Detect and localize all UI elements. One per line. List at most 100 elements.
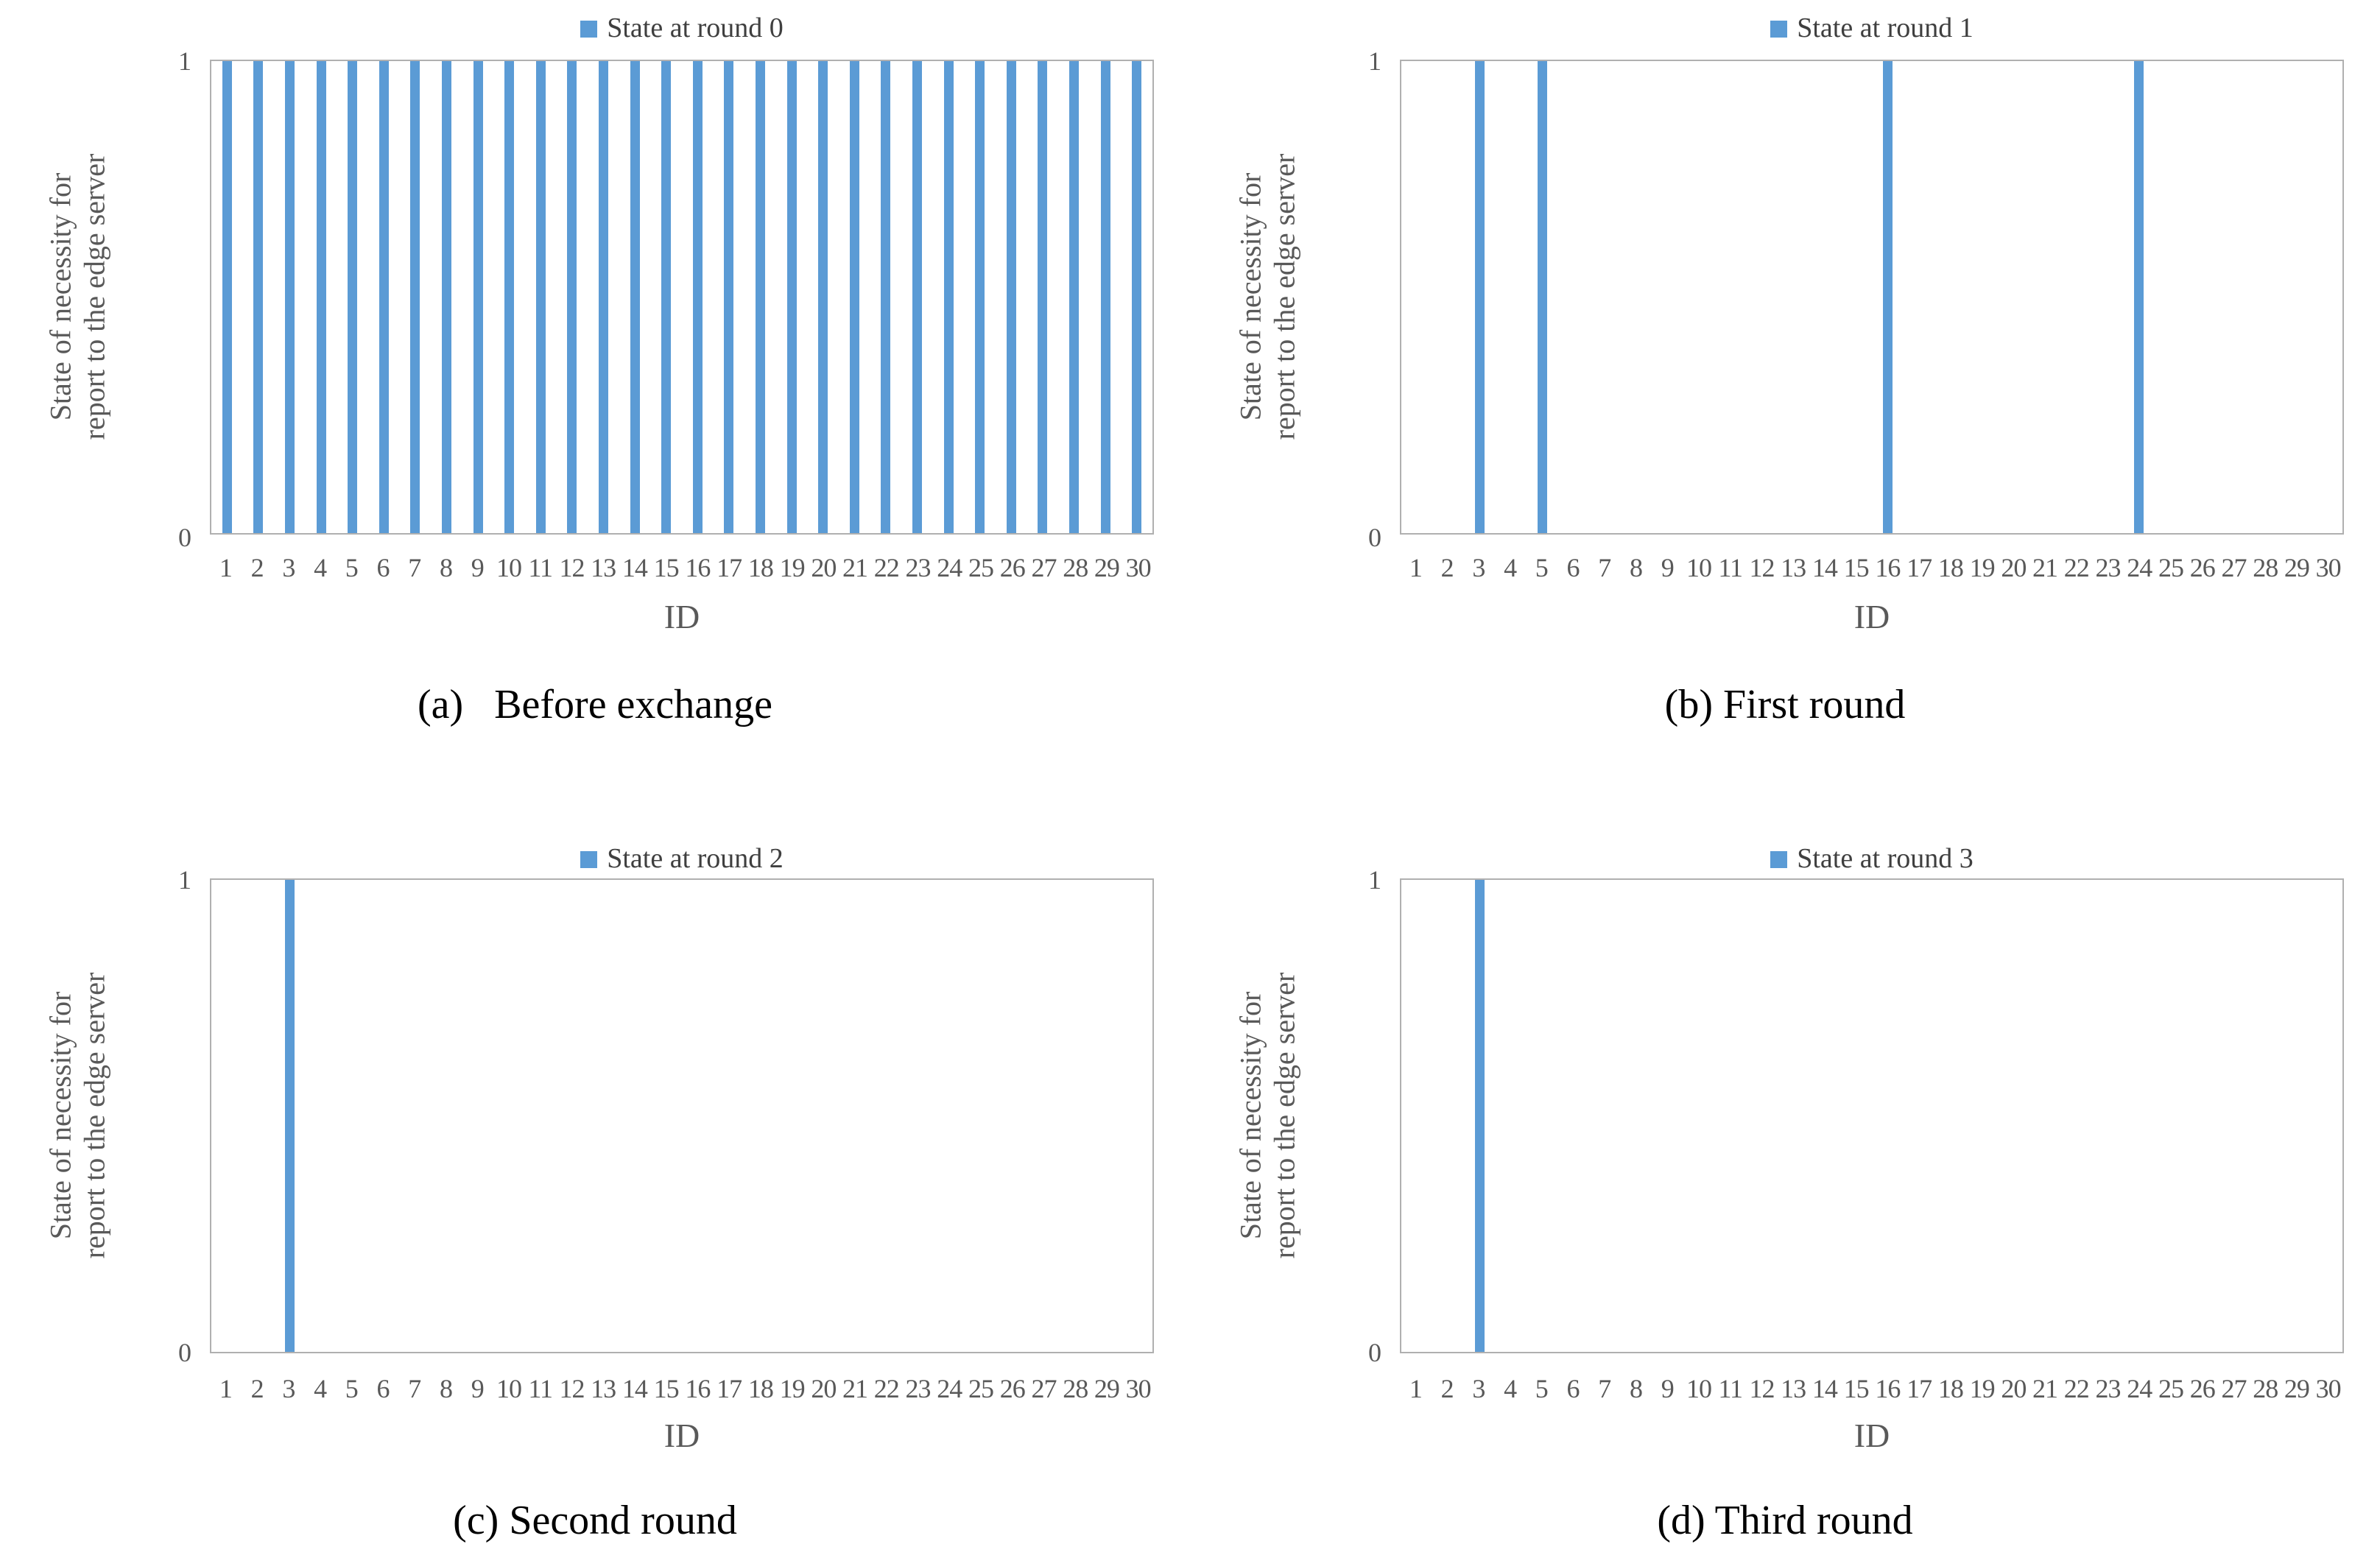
- x-tick-label: 29: [2284, 1374, 2310, 1403]
- x-tick-label: 22: [873, 553, 900, 582]
- x-tick-label: 26: [2189, 553, 2216, 582]
- bar-id-26: [1006, 61, 1016, 533]
- x-tick-label: 19: [779, 553, 806, 582]
- bar-id-11: [535, 61, 546, 533]
- x-tick-label: 6: [1566, 553, 1580, 582]
- x-tick-label: 5: [1535, 1374, 1549, 1403]
- x-tick-label: 5: [1535, 553, 1549, 582]
- y-tick-label-min: 0: [178, 1338, 191, 1367]
- x-tick-label: 24: [2127, 553, 2152, 582]
- x-tick-label: 30: [1125, 553, 1152, 582]
- x-tick-label: 7: [408, 553, 421, 582]
- x-tick-label: 9: [1661, 553, 1675, 582]
- x-tick-label: 20: [811, 553, 837, 582]
- bar-id-2: [253, 61, 264, 533]
- y-axis-title-line1: State of necessity for: [43, 172, 77, 421]
- x-tick-label: 14: [622, 553, 648, 582]
- x-tick-labels: 1 2 3 4 5 6 7 8 9 10 11 12 13 14 15 16 17 18 19 20 21 22 23 24 2…: [1400, 552, 2344, 583]
- x-tick-label: 18: [1937, 553, 1964, 582]
- x-tick-label: 11: [1718, 553, 1743, 582]
- x-tick-labels: 1 2 3 4 5 6 7 8 9 10 11 12 13 14 15 16 17 18 19 20 21 22 23 24 2…: [210, 552, 1154, 583]
- x-tick-label: 27: [1031, 1374, 1057, 1403]
- y-tick-label-min: 0: [1368, 1338, 1381, 1367]
- x-tick-label: 19: [1969, 1374, 1996, 1403]
- legend-label: State at round 3: [1797, 843, 1974, 874]
- bar-id-24: [2133, 61, 2144, 533]
- x-tick-label: 29: [1094, 553, 1120, 582]
- x-tick-label: 30: [2315, 1374, 2342, 1403]
- x-tick-label: 25: [968, 553, 994, 582]
- x-tick-label: 4: [1504, 1374, 1517, 1403]
- x-tick-label: 10: [496, 553, 522, 582]
- bar-id-3: [1475, 61, 1485, 533]
- legend: State at round 3: [1400, 842, 2344, 875]
- x-tick-label: 12: [559, 1374, 585, 1403]
- x-tick-label: 4: [314, 553, 327, 582]
- bars-container: [211, 61, 1152, 533]
- x-tick-label: 9: [1661, 1374, 1675, 1403]
- y-axis-title: State of necessity for report to the edg…: [44, 60, 112, 535]
- x-tick-label: 4: [314, 1374, 327, 1403]
- x-tick-label: 14: [1812, 1374, 1838, 1403]
- x-tick-label: 20: [2001, 1374, 2027, 1403]
- bar-id-18: [756, 61, 765, 533]
- x-tick-label: 11: [1718, 1374, 1743, 1403]
- x-tick-label: 11: [528, 1374, 553, 1403]
- x-tick-label: 17: [717, 1374, 742, 1403]
- legend: State at round 2: [210, 842, 1154, 875]
- y-axis-title-line2: report to the edge server: [1267, 153, 1301, 440]
- x-tick-label: 21: [842, 553, 868, 582]
- bar-id-3: [1475, 880, 1485, 1352]
- x-tick-label: 28: [2253, 1374, 2278, 1403]
- bar-id-17: [724, 61, 734, 533]
- x-tick-label: 28: [2253, 553, 2278, 582]
- x-tick-label: 15: [653, 553, 680, 582]
- x-tick-label: 17: [717, 553, 742, 582]
- x-tick-label: 1: [1409, 553, 1423, 582]
- x-axis-title: ID: [663, 1417, 700, 1454]
- bar-id-16: [692, 61, 703, 533]
- chart-panel-c: State at round 2 State of necessity for …: [0, 779, 1190, 1558]
- x-tick-label: 27: [1031, 553, 1057, 582]
- panel-caption: (a) Before exchange: [418, 682, 772, 727]
- x-tick-label: 16: [685, 1374, 711, 1403]
- bar-id-29: [1100, 61, 1110, 533]
- x-tick-label: 5: [345, 1374, 359, 1403]
- x-tick-label: 24: [937, 1374, 962, 1403]
- y-axis-title-line2: report to the edge server: [1267, 972, 1301, 1259]
- x-tick-label: 3: [1472, 553, 1485, 582]
- bar-id-8: [442, 61, 451, 533]
- x-tick-label: 17: [1907, 1374, 1932, 1403]
- x-tick-label: 13: [591, 553, 616, 582]
- bar-id-6: [379, 61, 389, 533]
- x-tick-label: 2: [1440, 553, 1454, 582]
- y-axis-title: State of necessity for report to the edg…: [1234, 60, 1302, 535]
- y-tick-label-max: 1: [178, 46, 191, 76]
- y-tick-label-max: 1: [1368, 865, 1381, 895]
- bar-id-9: [473, 61, 483, 533]
- y-axis-title-line1: State of necessity for: [1233, 991, 1267, 1240]
- x-tick-label: 22: [873, 1374, 900, 1403]
- x-tick-label: 1: [219, 553, 233, 582]
- panel-caption: (c) Second round: [453, 1498, 737, 1543]
- x-tick-label: 8: [1630, 1374, 1643, 1403]
- x-tick-label: 23: [2095, 1374, 2122, 1403]
- bar-id-16: [1882, 61, 1893, 533]
- legend: State at round 1: [1400, 12, 2344, 44]
- x-tick-label: 30: [1125, 1374, 1152, 1403]
- x-tick-label: 15: [1843, 553, 1870, 582]
- plot-area: [210, 60, 1154, 535]
- x-tick-label: 24: [937, 553, 962, 582]
- x-tick-label: 25: [968, 1374, 994, 1403]
- x-tick-label: 23: [2095, 553, 2122, 582]
- x-tick-label: 14: [1812, 553, 1838, 582]
- x-tick-label: 7: [1598, 553, 1611, 582]
- x-tick-label: 6: [376, 553, 390, 582]
- bar-id-5: [348, 61, 358, 533]
- x-tick-label: 27: [2221, 1374, 2247, 1403]
- y-axis-title: State of necessity for report to the edg…: [1234, 878, 1302, 1353]
- x-tick-label: 21: [2032, 553, 2058, 582]
- bar-id-5: [1538, 61, 1548, 533]
- x-tick-label: 2: [250, 553, 264, 582]
